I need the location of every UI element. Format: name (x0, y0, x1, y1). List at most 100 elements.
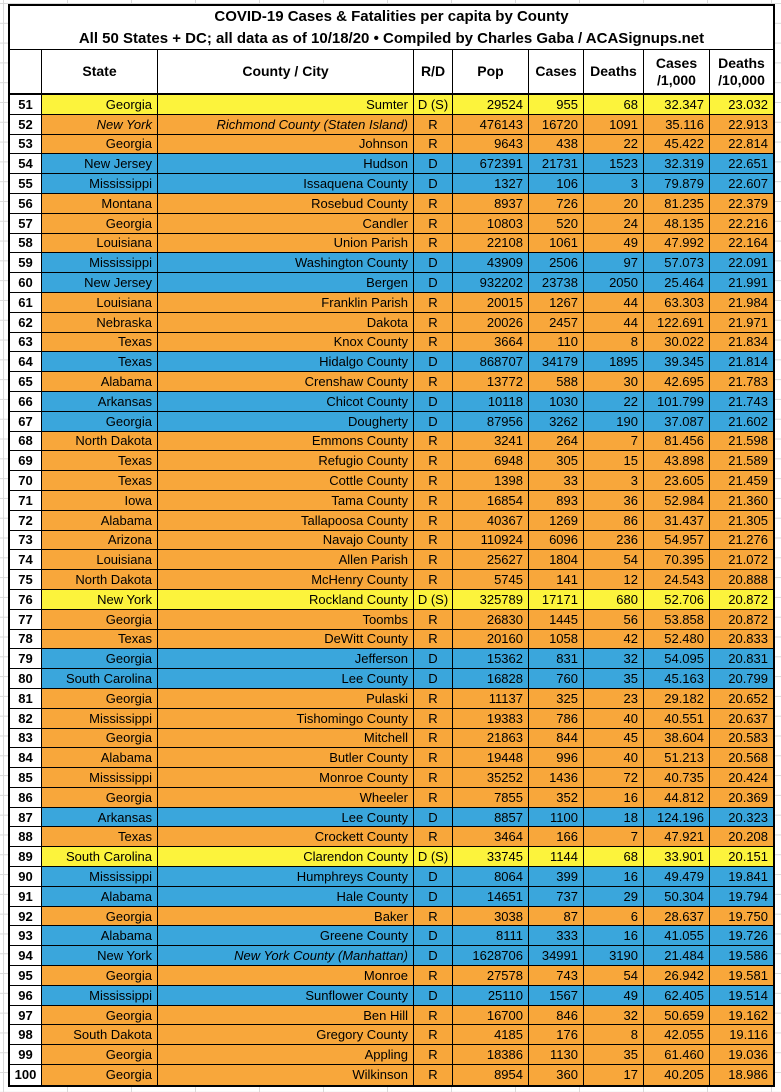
cell-deaths: 49 (584, 985, 644, 1006)
cell-cases-per-1000: 81.235 (644, 193, 710, 214)
cell-party-affiliation: R (414, 451, 453, 472)
cell-party-affiliation: R (414, 292, 453, 313)
cell-party-affiliation: R (414, 134, 453, 155)
table-row: 58 Louisiana Union Parish R 22108 1061 4… (10, 233, 773, 254)
table-row: 89 South Carolina Clarendon County D (S)… (10, 847, 773, 868)
cell-deaths-per-10000: 21.834 (710, 332, 773, 353)
cases-per-1000-label-line1: Cases (655, 54, 698, 71)
cell-deaths-per-10000: 20.831 (710, 649, 773, 670)
cell-rank: 65 (10, 372, 42, 392)
table-row: 96 Mississippi Sunflower County D 25110 … (10, 985, 773, 1006)
cell-deaths-per-10000: 19.750 (710, 906, 773, 927)
cell-party-affiliation: D (414, 253, 453, 274)
cell-population: 110924 (453, 530, 529, 551)
cell-cases-per-1000: 45.422 (644, 134, 710, 155)
cell-rank: 91 (10, 886, 42, 907)
table-row: 51 Georgia Sumter D (S) 29524 955 68 32.… (10, 95, 773, 115)
cell-population: 87956 (453, 411, 529, 432)
cell-rank: 89 (10, 847, 42, 868)
cell-county: Humphreys County (158, 867, 414, 887)
col-header-pop: Pop (453, 50, 529, 95)
cell-deaths: 68 (584, 95, 644, 115)
cell-rank: 64 (10, 352, 42, 373)
cell-rank: 72 (10, 510, 42, 531)
cell-cases: 360 (529, 1065, 584, 1085)
cell-population: 8857 (453, 807, 529, 828)
cell-cases-per-1000: 122.691 (644, 312, 710, 333)
table-row: 66 Arkansas Chicot County D 10118 1030 2… (10, 391, 773, 412)
cell-party-affiliation: R (414, 708, 453, 729)
cell-party-affiliation: D (S) (414, 589, 453, 610)
cell-deaths: 68 (584, 847, 644, 868)
cell-population: 18386 (453, 1045, 529, 1066)
cell-county: Pulaski (158, 688, 414, 709)
cell-cases: 264 (529, 431, 584, 452)
cell-cases: 1144 (529, 847, 584, 868)
cell-cases-per-1000: 42.695 (644, 372, 710, 392)
cell-rank: 95 (10, 966, 42, 986)
cell-cases: 1100 (529, 807, 584, 828)
cell-deaths-per-10000: 20.151 (710, 847, 773, 868)
cell-state: Louisiana (42, 292, 158, 313)
cell-county: Crenshaw County (158, 372, 414, 392)
cell-county: Franklin Parish (158, 292, 414, 313)
cell-state: Mississippi (42, 253, 158, 274)
cell-cases-per-1000: 63.303 (644, 292, 710, 313)
cell-population: 20026 (453, 312, 529, 333)
cell-rank: 71 (10, 490, 42, 511)
cell-cases-per-1000: 31.437 (644, 510, 710, 531)
cell-county: DeWitt County (158, 629, 414, 650)
table-row: 80 South Carolina Lee County D 16828 760… (10, 669, 773, 689)
cell-deaths-per-10000: 20.369 (710, 787, 773, 808)
cell-county: Wilkinson (158, 1065, 414, 1085)
cell-state: Alabama (42, 748, 158, 769)
cell-rank: 60 (10, 273, 42, 293)
cell-state: Georgia (42, 95, 158, 115)
cell-rank: 62 (10, 312, 42, 333)
table-row: 77 Georgia Toombs R 26830 1445 56 53.858… (10, 609, 773, 630)
cell-deaths-per-10000: 21.459 (710, 471, 773, 491)
cell-state: New York (42, 589, 158, 610)
cell-state: Georgia (42, 1045, 158, 1066)
table-row: 97 Georgia Ben Hill R 16700 846 32 50.65… (10, 1005, 773, 1026)
cell-party-affiliation: R (414, 1045, 453, 1066)
cell-cases: 760 (529, 669, 584, 689)
cell-deaths: 32 (584, 1005, 644, 1026)
cell-state: Arkansas (42, 807, 158, 828)
cell-deaths: 3 (584, 174, 644, 194)
cell-population: 325789 (453, 589, 529, 610)
cell-deaths-per-10000: 21.602 (710, 411, 773, 432)
cell-county: Hudson (158, 154, 414, 175)
cell-deaths: 3 (584, 471, 644, 491)
cell-party-affiliation: R (414, 1065, 453, 1085)
cell-deaths: 72 (584, 768, 644, 788)
cell-deaths-per-10000: 19.586 (710, 946, 773, 967)
cell-party-affiliation: D (414, 985, 453, 1006)
cell-population: 8111 (453, 926, 529, 947)
cell-population: 19448 (453, 748, 529, 769)
table-row: 53 Georgia Johnson R 9643 438 22 45.422 … (10, 134, 773, 155)
cell-party-affiliation: D (414, 154, 453, 175)
table-row: 90 Mississippi Humphreys County D 8064 3… (10, 867, 773, 887)
cell-deaths-per-10000: 21.814 (710, 352, 773, 373)
table-row: 68 North Dakota Emmons County R 3241 264… (10, 431, 773, 452)
cell-deaths: 32 (584, 649, 644, 670)
cell-state: Alabama (42, 510, 158, 531)
cell-party-affiliation: D (414, 669, 453, 689)
cell-cases: 17171 (529, 589, 584, 610)
cell-party-affiliation: R (414, 609, 453, 630)
table-row: 65 Alabama Crenshaw County R 13772 588 3… (10, 372, 773, 392)
cell-party-affiliation: D (414, 411, 453, 432)
cell-state: Georgia (42, 213, 158, 234)
cell-state: Mississippi (42, 174, 158, 194)
cell-cases: 955 (529, 95, 584, 115)
table-row: 59 Mississippi Washington County D 43909… (10, 253, 773, 274)
cell-cases: 588 (529, 372, 584, 392)
cell-population: 868707 (453, 352, 529, 373)
cell-deaths-per-10000: 23.032 (710, 95, 773, 115)
cell-state: Georgia (42, 649, 158, 670)
cell-population: 13772 (453, 372, 529, 392)
cell-cases-per-1000: 81.456 (644, 431, 710, 452)
cell-party-affiliation: D (414, 174, 453, 194)
cell-county: Sumter (158, 95, 414, 115)
